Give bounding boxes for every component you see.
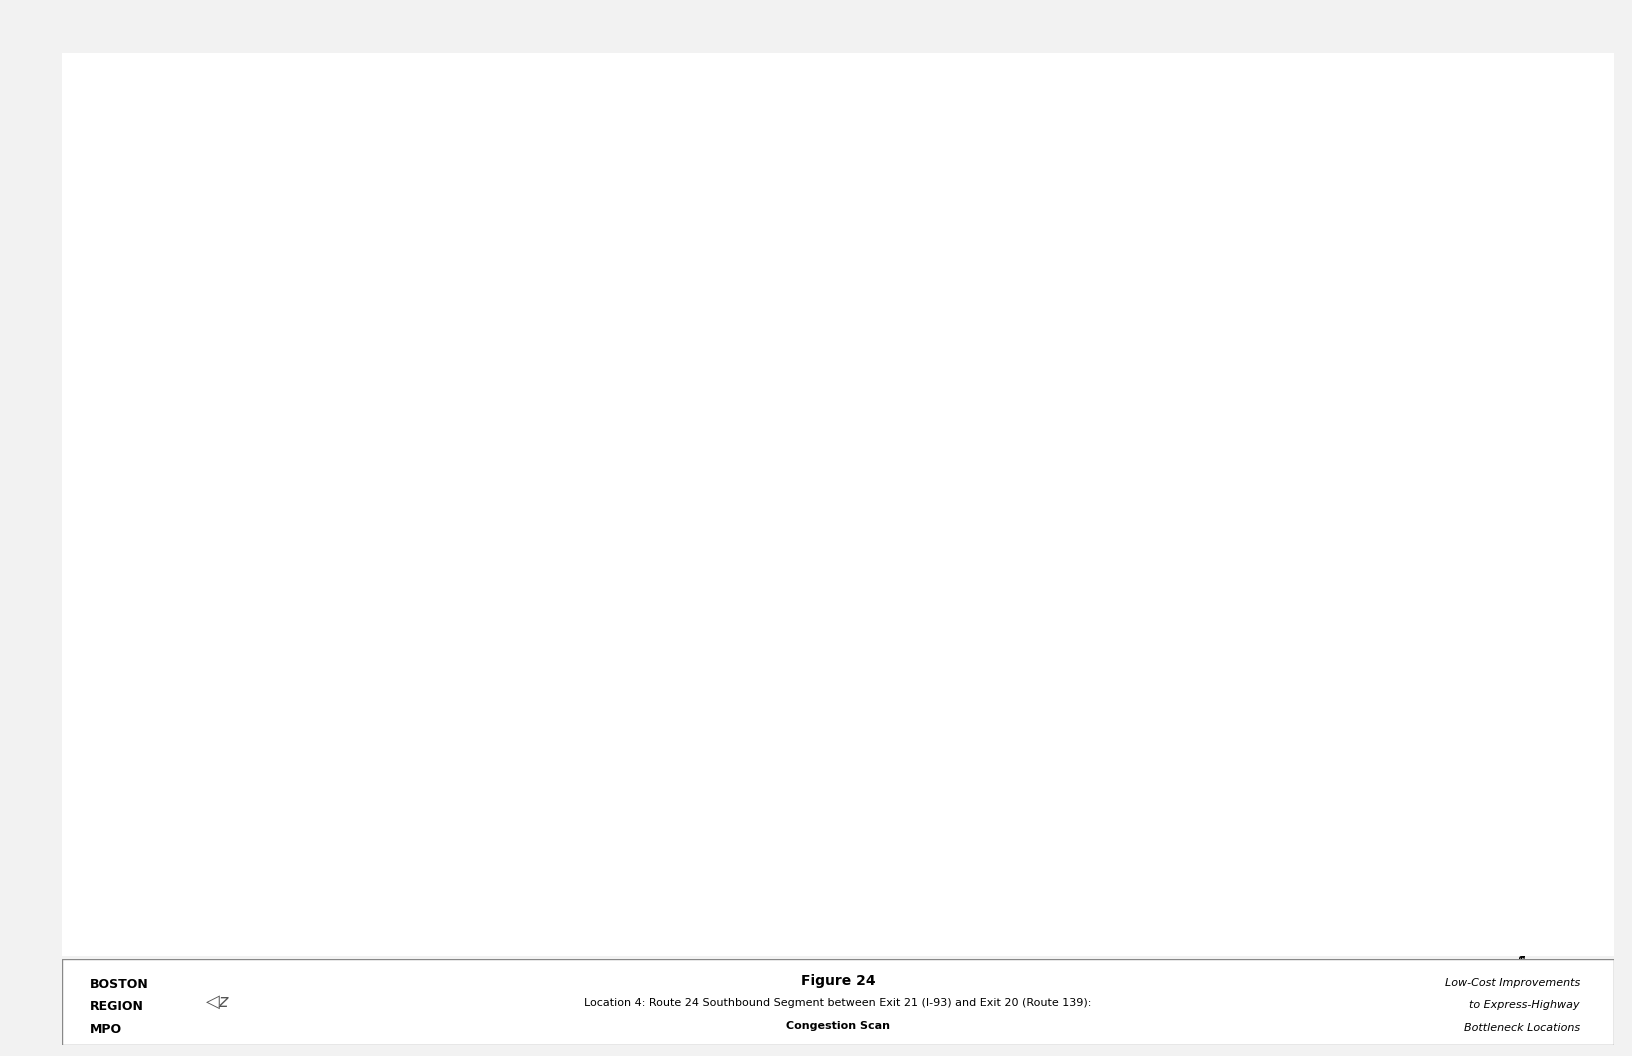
Text: 93: 93	[289, 917, 305, 926]
Text: BOSTON: BOSTON	[90, 978, 149, 991]
Text: Average Travel Speed: Average Travel Speed	[437, 456, 591, 469]
FancyBboxPatch shape	[351, 417, 677, 729]
Text: Figure 24: Figure 24	[801, 975, 875, 988]
Text: 65: 65	[178, 134, 211, 157]
Text: Low-Cost Improvements: Low-Cost Improvements	[1444, 978, 1580, 988]
Text: 50-54 mph: 50-54 mph	[439, 645, 508, 658]
Bar	[377, 605, 423, 629]
Bar	[377, 538, 423, 561]
Text: LEGEND: LEGEND	[481, 431, 547, 446]
Text: 35-44 mph: 35-44 mph	[439, 577, 508, 589]
Text: Congestion Scan: Congestion Scan	[787, 1021, 889, 1032]
Text: 139: 139	[832, 917, 855, 926]
Text: (Miles Per Hour): (Miles Per Hour)	[457, 479, 571, 492]
Text: to Express-Highway: to Express-Highway	[1469, 1000, 1580, 1011]
Text: 25-34 mph: 25-34 mph	[439, 543, 508, 555]
Text: LIMIT: LIMIT	[180, 113, 209, 122]
Bar	[377, 571, 423, 595]
Text: Harrison Blvd.: Harrison Blvd.	[1518, 886, 1528, 970]
Text: Page St.: Page St.	[1190, 898, 1200, 946]
Text: Location 4: Route 24 Southbound Segment between Exit 21 (I-93) and Exit 20 (Rout: Location 4: Route 24 Southbound Segment …	[584, 998, 1092, 1007]
Text: SPEED: SPEED	[178, 96, 211, 105]
Bar	[377, 640, 423, 663]
Text: 45-49 mph: 45-49 mph	[439, 611, 508, 624]
Bar	[377, 674, 423, 697]
Text: REGION: REGION	[90, 1000, 144, 1014]
Text: 1-24 mph: 1-24 mph	[439, 508, 499, 521]
FancyBboxPatch shape	[46, 43, 1630, 965]
Text: ◁z: ◁z	[206, 993, 228, 1012]
Text: MPO: MPO	[90, 1023, 122, 1036]
Bar	[377, 503, 423, 526]
Text: Bottleneck Locations: Bottleneck Locations	[1464, 1023, 1580, 1033]
Text: Route 24 Southbound  →: Route 24 Southbound →	[765, 988, 1054, 1008]
Text: 55+ mph: 55+ mph	[439, 679, 498, 693]
